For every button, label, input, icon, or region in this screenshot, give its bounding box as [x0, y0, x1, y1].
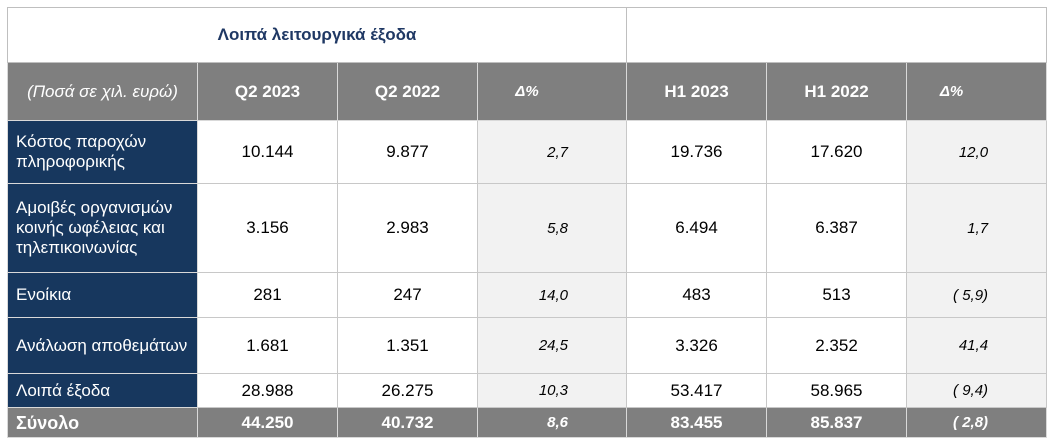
cell: 3.156 — [197, 183, 338, 273]
cell: 85.837 — [766, 407, 908, 438]
row-label: Σύνολο — [7, 407, 198, 438]
data-row: Ανάλωση αποθεμάτων 1.681 1.351 24,5 3.326 2.3… — [7, 317, 1048, 374]
cell: 41,4 — [906, 317, 1048, 374]
cell: 281 — [197, 272, 338, 318]
cell: 483 — [626, 272, 768, 318]
row-label: Ενοίκια — [7, 272, 198, 318]
cell: 2.983 — [337, 183, 478, 273]
cell: 5,8 — [476, 183, 628, 273]
cell: 44.250 — [197, 407, 338, 438]
cell: 8,6 — [476, 407, 628, 438]
cell: 2,7 — [476, 120, 628, 184]
cell: Q2 2023 — [197, 62, 338, 121]
row-label: Λοιπά έξοδα — [7, 373, 198, 408]
cell: 1.681 — [197, 317, 338, 374]
data-row: Λοιπά έξοδα 28.988 26.275 10,3 53.417 58.965(… — [7, 373, 1048, 408]
table-body: Λοιπά λειτουργικά έξοδα (Ποσά σε χιλ. ευ… — [6, 7, 1048, 438]
cell: 1,7 — [906, 183, 1048, 273]
row-label: Αμοιβές οργανισμών κοινής ωφέλειας και τ… — [7, 183, 198, 273]
table-title: Λοιπά λειτουργικά έξοδα — [6, 7, 628, 63]
row-label: Κόστος παροχών πληροφορικής — [7, 120, 198, 184]
cell: Q2 2022 — [337, 62, 478, 121]
cell: 24,5 — [476, 317, 628, 374]
expenses-table: Λοιπά λειτουργικά έξοδα (Ποσά σε χιλ. ευ… — [6, 7, 1048, 438]
row-label: Ανάλωση αποθεμάτων — [7, 317, 198, 374]
row-label: (Ποσά σε χιλ. ευρώ) — [7, 62, 198, 121]
cell: 28.988 — [197, 373, 338, 408]
cell: 53.417 — [626, 373, 768, 408]
data-row: Ενοίκια 281 247 14,0 483 513( 5,9) — [7, 272, 1048, 318]
cell: Δ% — [476, 62, 628, 121]
cell: ( 2,8) — [906, 407, 1048, 438]
cell: 17.620 — [766, 120, 908, 184]
cell: 26.275 — [337, 373, 478, 408]
title-row: Λοιπά λειτουργικά έξοδα — [6, 7, 1048, 63]
total-row: Σύνολο 44.250 40.732 8,6 83.455 85.837( 2,8) — [7, 407, 1048, 438]
cell: 513 — [766, 272, 908, 318]
cell: ( 5,9) — [906, 272, 1048, 318]
cell: 83.455 — [626, 407, 768, 438]
cell: H1 2022 — [766, 62, 908, 121]
cell: 10,3 — [476, 373, 628, 408]
data-row: Κόστος παροχών πληροφορικής 10.144 9.877 2,… — [7, 120, 1048, 184]
data-row: Αμοιβές οργανισμών κοινής ωφέλειας και τ… — [7, 183, 1048, 273]
cell: 40.732 — [337, 407, 478, 438]
cell: 19.736 — [626, 120, 768, 184]
header-row: (Ποσά σε χιλ. ευρώ) Q2 2023 Q2 2022 Δ% H1 20… — [7, 62, 1048, 121]
cell: Δ% — [906, 62, 1048, 121]
empty-cell — [626, 7, 1048, 63]
cell: 1.351 — [337, 317, 478, 374]
cell: 3.326 — [626, 317, 768, 374]
cell: 2.352 — [766, 317, 908, 374]
cell: 10.144 — [197, 120, 338, 184]
cell: 14,0 — [476, 272, 628, 318]
cell: 6.494 — [626, 183, 768, 273]
cell: H1 2023 — [626, 62, 768, 121]
cell: 247 — [337, 272, 478, 318]
cell: 9.877 — [337, 120, 478, 184]
cell: ( 9,4) — [906, 373, 1048, 408]
cell: 6.387 — [766, 183, 908, 273]
cell: 12,0 — [906, 120, 1048, 184]
cell: 58.965 — [766, 373, 908, 408]
